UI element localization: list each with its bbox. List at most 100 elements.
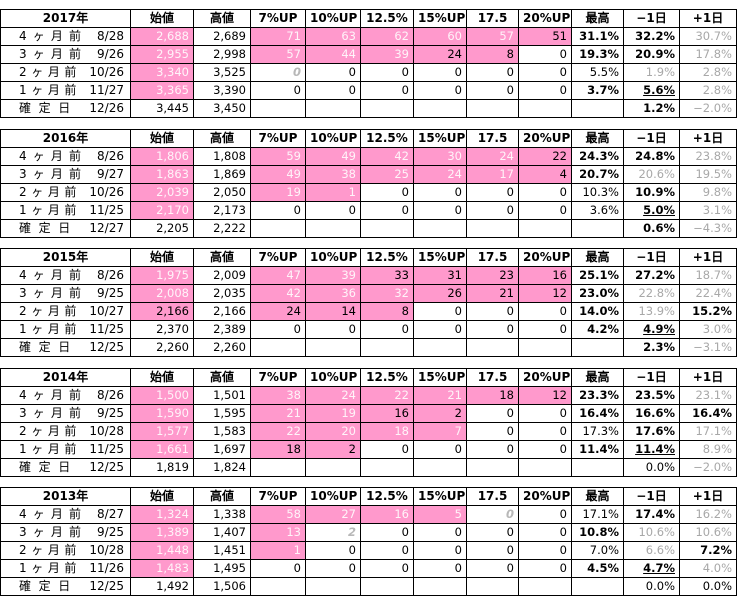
data-cell: 18 xyxy=(251,441,306,459)
header-cell: 7%UP xyxy=(251,488,306,506)
empty-cell xyxy=(361,100,414,118)
empty-cell xyxy=(306,578,361,596)
empty-cell xyxy=(414,339,467,357)
empty-cell xyxy=(361,220,414,238)
header-cell: 17.5 xyxy=(467,130,519,148)
data-cell: 1,819 xyxy=(131,459,194,477)
empty-cell xyxy=(361,459,414,477)
row-label: 2ヶ月前 10/26 xyxy=(1,184,131,202)
data-cell: 49 xyxy=(306,148,361,166)
data-cell: 2,222 xyxy=(194,220,251,238)
data-cell: 2.8% xyxy=(680,64,737,82)
data-cell: 2,260 xyxy=(194,339,251,357)
data-cell: 0 xyxy=(519,303,572,321)
data-cell: 21 xyxy=(467,285,519,303)
header-cell: 12.5% xyxy=(361,488,414,506)
data-cell: 5.6% xyxy=(624,82,680,100)
data-cell: 0 xyxy=(467,405,519,423)
data-cell: 1,661 xyxy=(131,441,194,459)
data-cell: 0 xyxy=(467,441,519,459)
data-cell: 1,389 xyxy=(131,524,194,542)
data-cell: 44 xyxy=(306,46,361,64)
data-cell: 0 xyxy=(414,321,467,339)
data-cell: 2,370 xyxy=(131,321,194,339)
data-cell: 16.6% xyxy=(624,405,680,423)
header-cell: 始値 xyxy=(131,10,194,28)
header-cell: 15%UP xyxy=(414,130,467,148)
row-label: 確定日 12/26 xyxy=(1,100,131,118)
data-cell: 0 xyxy=(519,321,572,339)
header-cell: 始値 xyxy=(131,249,194,267)
data-cell: 1,806 xyxy=(131,148,194,166)
data-cell: 36 xyxy=(306,285,361,303)
data-cell: 8.9% xyxy=(680,441,737,459)
data-cell: 27 xyxy=(306,506,361,524)
data-cell: 23 xyxy=(467,267,519,285)
data-cell: 23.0% xyxy=(572,285,624,303)
data-cell: 47 xyxy=(251,267,306,285)
data-cell: 17.1% xyxy=(572,506,624,524)
data-cell: 17.1% xyxy=(680,423,737,441)
data-cell: 57 xyxy=(251,46,306,64)
empty-cell xyxy=(306,339,361,357)
data-cell: 3,340 xyxy=(131,64,194,82)
data-cell: 0 xyxy=(251,321,306,339)
row-label: 確定日 12/25 xyxy=(1,578,131,596)
data-cell: 2,260 xyxy=(131,339,194,357)
data-cell: 30.7% xyxy=(680,28,737,46)
data-cell: 31 xyxy=(414,267,467,285)
data-cell: 22 xyxy=(251,423,306,441)
data-cell: 42 xyxy=(361,148,414,166)
data-cell: 25 xyxy=(361,166,414,184)
data-cell: 19 xyxy=(306,405,361,423)
header-cell: 高値 xyxy=(194,10,251,28)
data-cell: 5.0% xyxy=(624,202,680,220)
data-cell: 0 xyxy=(519,46,572,64)
data-cell: 1,324 xyxy=(131,506,194,524)
empty-cell xyxy=(467,459,519,477)
row-label: 4ヶ月前 8/27 xyxy=(1,506,131,524)
data-cell: 3.0% xyxy=(680,321,737,339)
data-cell: 33 xyxy=(361,267,414,285)
empty-cell xyxy=(519,578,572,596)
header-cell: 20%UP xyxy=(519,249,572,267)
data-cell: 1,975 xyxy=(131,267,194,285)
data-cell: 21 xyxy=(251,405,306,423)
data-cell: 1,863 xyxy=(131,166,194,184)
header-cell: 2015年 xyxy=(1,249,131,267)
data-cell: 58 xyxy=(251,506,306,524)
row-label: 確定日 12/25 xyxy=(1,339,131,357)
data-cell: 22 xyxy=(361,387,414,405)
row-label: 3ヶ月前 9/25 xyxy=(1,524,131,542)
data-cell: 0 xyxy=(519,184,572,202)
data-cell: 0 xyxy=(467,524,519,542)
data-cell: 2,689 xyxy=(194,28,251,46)
data-cell: 4 xyxy=(519,166,572,184)
data-cell: 18 xyxy=(361,423,414,441)
empty-cell xyxy=(467,578,519,596)
data-cell: 8 xyxy=(467,46,519,64)
row-label: 1ヶ月前 11/26 xyxy=(1,560,131,578)
header-cell: 高値 xyxy=(194,369,251,387)
data-cell: 10.6% xyxy=(624,524,680,542)
data-cell: 0 xyxy=(519,441,572,459)
header-cell: 15%UP xyxy=(414,10,467,28)
header-cell: 高値 xyxy=(194,130,251,148)
data-cell: 1,808 xyxy=(194,148,251,166)
header-cell: 2016年 xyxy=(1,130,131,148)
data-cell: 0 xyxy=(414,560,467,578)
header-cell: +1日 xyxy=(680,369,737,387)
data-cell: 5 xyxy=(414,506,467,524)
data-cell: 3.6% xyxy=(572,202,624,220)
empty-cell xyxy=(467,100,519,118)
data-cell: 1,595 xyxy=(194,405,251,423)
header-cell: 最高 xyxy=(572,249,624,267)
row-label: 確定日 12/25 xyxy=(1,459,131,477)
data-cell: 62 xyxy=(361,28,414,46)
data-cell: 0 xyxy=(467,202,519,220)
header-cell: 12.5% xyxy=(361,249,414,267)
data-cell: 1,506 xyxy=(194,578,251,596)
header-cell: 12.5% xyxy=(361,369,414,387)
data-cell: 4.2% xyxy=(572,321,624,339)
table: 2016年 始値 高値 7%UP 10%UP 12.5% 15%UP 17.5 20%UP 最高 −… xyxy=(0,129,737,238)
